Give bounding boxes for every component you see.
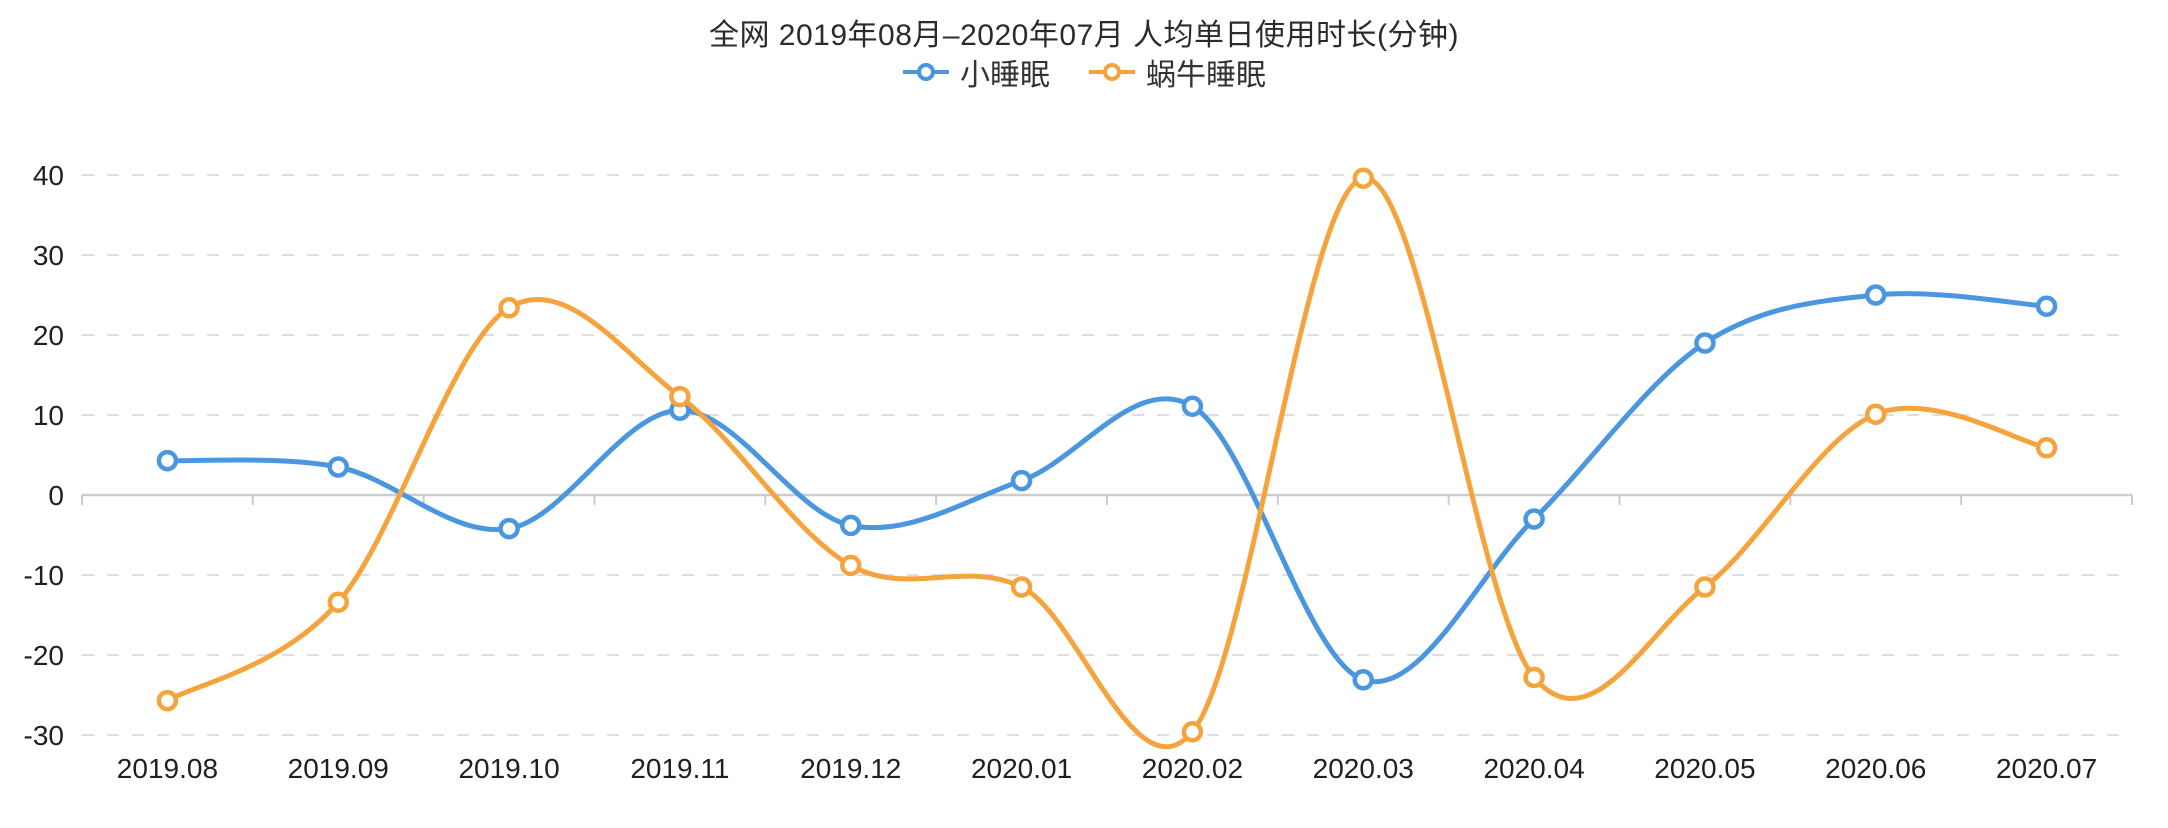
legend-label: 蜗牛睡眠 (1146, 59, 1266, 92)
series-data-point-1[interactable] (1523, 666, 1545, 689)
y-axis-tick-label: 30 (33, 240, 64, 271)
series-data-point-1[interactable] (1865, 403, 1887, 425)
x-axis-tick-label: 2019.12 (800, 753, 901, 784)
series-data-point-0[interactable] (2035, 295, 2058, 317)
y-axis-tick-label: 20 (33, 320, 64, 351)
legend-item[interactable]: 小睡眠 (902, 50, 1050, 94)
series-data-point-0[interactable] (840, 514, 862, 537)
series-data-point-1[interactable] (327, 591, 349, 613)
series-data-point-1[interactable] (2035, 437, 2058, 459)
y-axis-tick-label: -20 (24, 640, 64, 671)
series-data-point-1[interactable] (669, 385, 691, 408)
series-data-point-1[interactable] (1352, 167, 1374, 189)
series-data-point-0[interactable] (1694, 332, 1716, 354)
series-data-point-1[interactable] (498, 297, 520, 319)
series-data-point-0[interactable] (327, 456, 349, 478)
chart-title: 全网 2019年08月–2020年07月 人均单日使用时长(分钟) (708, 19, 1460, 52)
series-data-point-1[interactable] (840, 554, 862, 577)
series-data-point-0[interactable] (1181, 395, 1204, 417)
x-axis-tick-label: 2019.11 (630, 753, 729, 784)
x-axis-tick-label: 2020.06 (1825, 753, 1926, 784)
line-series-marker-icon (1089, 63, 1135, 81)
series-data-point-0[interactable] (1010, 469, 1033, 492)
series-data-point-1[interactable] (156, 689, 179, 712)
x-axis-tick-label: 2020.04 (1483, 753, 1584, 784)
legend: 小睡眠 蜗牛睡眠 (0, 50, 2168, 94)
x-axis-tick-label: 2019.09 (288, 753, 389, 784)
series-data-point-0[interactable] (156, 449, 179, 472)
series-data-point-1[interactable] (1694, 576, 1716, 598)
series-data-point-0[interactable] (1352, 669, 1374, 691)
line-series-marker-icon (903, 63, 949, 81)
y-axis-tick-label: -30 (24, 720, 64, 751)
x-axis-tick-label: 2020.02 (1142, 753, 1243, 784)
y-axis-tick-label: 10 (33, 400, 64, 431)
x-axis-tick-label: 2020.01 (971, 753, 1072, 784)
series-data-point-0[interactable] (498, 517, 520, 540)
series-line-1[interactable] (164, 175, 2050, 750)
legend-item[interactable]: 蜗牛睡眠 (1088, 50, 1266, 94)
series-data-point-0[interactable] (1865, 284, 1887, 306)
series-data-point-1[interactable] (1181, 721, 1204, 743)
y-axis-tick-label: -10 (24, 560, 64, 591)
legend-label: 小睡眠 (960, 59, 1050, 92)
x-axis-tick-label: 2020.05 (1654, 753, 1755, 784)
series-line-0[interactable] (164, 291, 2050, 685)
x-axis-tick-label: 2020.07 (1996, 753, 2097, 784)
series-data-point-1[interactable] (1010, 576, 1033, 598)
series-data-point-0[interactable] (1523, 508, 1545, 530)
y-axis-tick-label: 40 (33, 160, 64, 191)
x-axis-tick-label: 2020.03 (1313, 753, 1414, 784)
y-axis-tick-label: 0 (48, 480, 64, 511)
x-axis-tick-label: 2019.10 (458, 753, 559, 784)
x-axis-tick-label: 2019.08 (117, 753, 218, 784)
